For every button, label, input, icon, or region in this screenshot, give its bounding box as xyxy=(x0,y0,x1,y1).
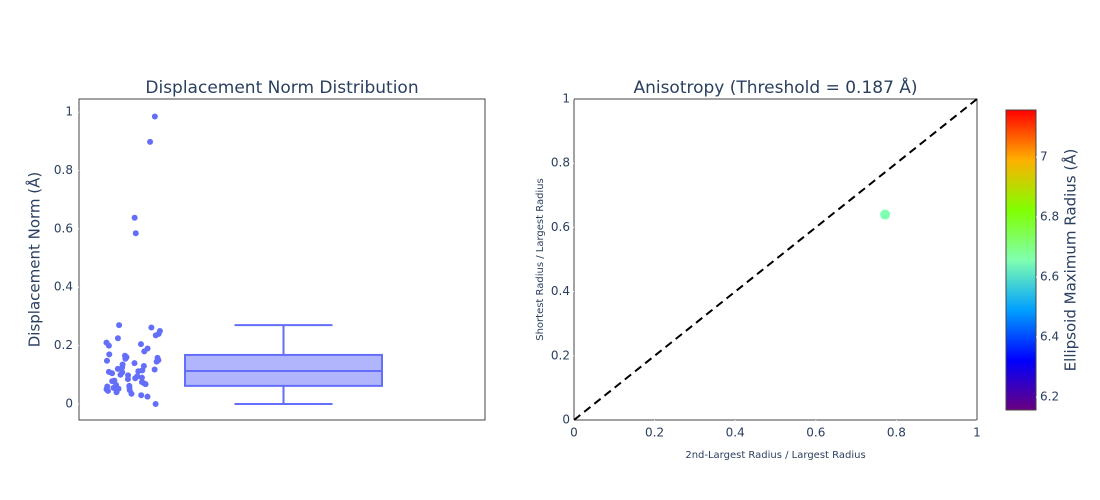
reference-line xyxy=(573,98,978,421)
y-tick-label: 0 xyxy=(562,413,570,427)
data-point xyxy=(147,138,154,145)
data-point xyxy=(109,378,116,385)
data-point xyxy=(103,357,110,364)
y-tick-label: 0.4 xyxy=(54,280,73,294)
data-point xyxy=(153,358,160,365)
data-point xyxy=(128,390,135,397)
data-point xyxy=(152,332,159,339)
colorbar-tick-label: 7 xyxy=(1040,150,1048,164)
x-tick-label: 0 xyxy=(570,426,578,440)
colorbar-tick-label: 6.6 xyxy=(1040,270,1059,284)
data-point xyxy=(105,342,112,349)
y-tick-label: 0.6 xyxy=(54,221,73,235)
plot-frame xyxy=(78,98,486,421)
x-tick-label: 0.8 xyxy=(887,426,906,440)
data-point xyxy=(131,214,138,221)
x-axis-label: 2nd-Largest Radius / Largest Radius xyxy=(685,450,865,461)
data-point xyxy=(109,370,116,377)
data-point xyxy=(113,389,120,396)
y-tick-label: 0.2 xyxy=(54,338,73,352)
colorbar-tick-label: 6.8 xyxy=(1040,210,1059,224)
x-tick-label: 0.2 xyxy=(645,426,664,440)
data-point xyxy=(116,322,123,329)
data-point xyxy=(152,400,159,407)
plot-frame xyxy=(573,98,978,421)
data-point xyxy=(151,366,158,373)
y-axis-label: Shortest Radius / Largest Radius xyxy=(535,178,546,341)
data-point xyxy=(117,371,124,378)
data-point xyxy=(148,324,155,331)
data-point xyxy=(104,387,111,394)
y-tick-label: 1 xyxy=(562,92,570,106)
data-point xyxy=(137,341,144,348)
data-point xyxy=(110,384,117,391)
data-point xyxy=(880,209,891,220)
data-point xyxy=(142,381,149,388)
x-tick-label: 0.4 xyxy=(726,426,745,440)
chart-title: Anisotropy (Threshold = 0.187 Å) xyxy=(633,76,917,98)
data-point xyxy=(151,113,158,120)
chart-title: Displacement Norm Distribution xyxy=(145,78,418,98)
data-point xyxy=(132,230,139,237)
data-point xyxy=(132,375,139,382)
y-tick-label: 1 xyxy=(65,105,73,119)
data-point xyxy=(114,335,121,342)
x-tick-label: 1 xyxy=(973,426,981,440)
y-tick-label: 0.2 xyxy=(551,348,570,362)
data-point xyxy=(114,365,121,372)
y-tick-label: 0.8 xyxy=(551,156,570,170)
data-point xyxy=(138,374,145,381)
y-axis-label: Displacement Norm (Å) xyxy=(25,172,44,348)
y-tick-label: 0 xyxy=(65,396,73,410)
y-tick-label: 0.8 xyxy=(54,163,73,177)
y-tick-label: 0.4 xyxy=(551,284,570,298)
data-point xyxy=(138,392,145,399)
colorbar-tick-label: 6.2 xyxy=(1040,390,1059,404)
data-point xyxy=(122,355,129,362)
y-tick-label: 0.6 xyxy=(551,220,570,234)
colorbar-title: Ellipsoid Maximum Radius (Å) xyxy=(1061,149,1080,372)
data-point xyxy=(106,351,113,358)
x-tick-label: 0.6 xyxy=(806,426,825,440)
data-point xyxy=(131,360,138,367)
data-point xyxy=(135,368,142,375)
data-point xyxy=(144,393,151,400)
colorbar xyxy=(1005,109,1037,411)
colorbar-tick-label: 6.4 xyxy=(1040,330,1059,344)
data-point xyxy=(141,348,148,355)
data-point xyxy=(124,376,131,383)
